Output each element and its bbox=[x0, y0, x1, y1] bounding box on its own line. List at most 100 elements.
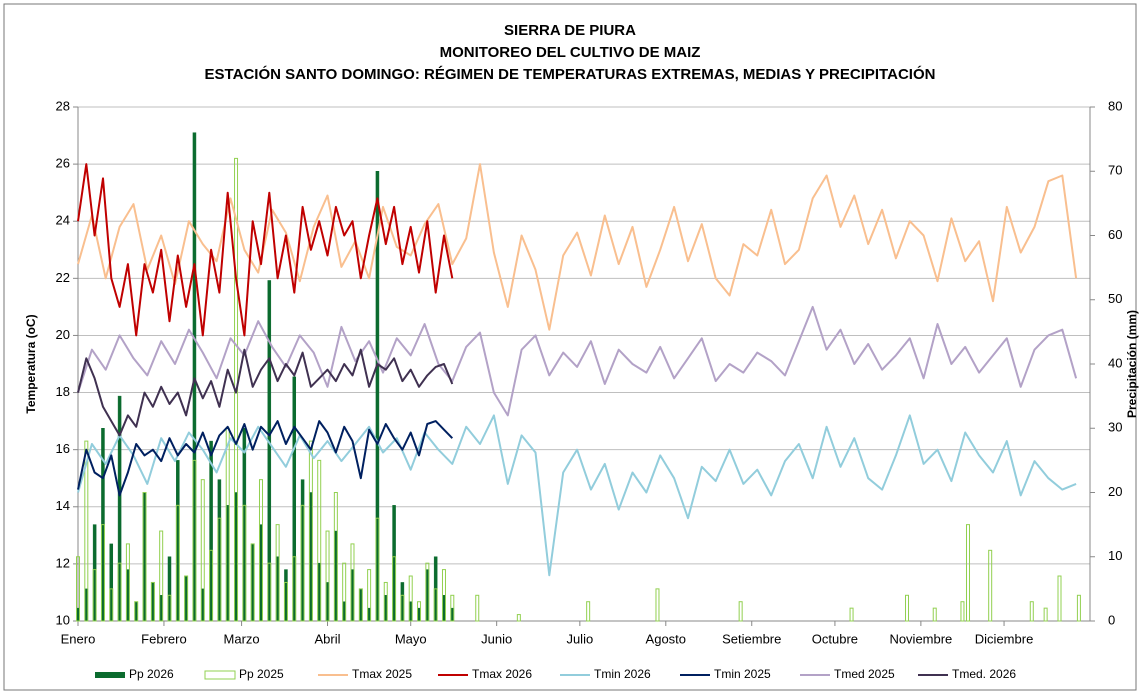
bar bbox=[586, 601, 591, 622]
bar bbox=[966, 524, 971, 622]
y-tick-label: 14 bbox=[56, 498, 70, 513]
legend-label: Tmin 2025 bbox=[714, 667, 771, 681]
bar bbox=[125, 543, 130, 622]
bar bbox=[84, 440, 89, 622]
chart-title: SIERRA DE PIURA bbox=[504, 22, 636, 39]
bar bbox=[849, 607, 854, 622]
bar bbox=[159, 530, 164, 622]
line bbox=[77, 414, 1077, 577]
bar bbox=[400, 594, 405, 622]
bar bbox=[242, 504, 247, 622]
line bbox=[77, 305, 1078, 417]
bar bbox=[738, 601, 743, 622]
bar bbox=[209, 549, 214, 622]
bar bbox=[250, 543, 255, 622]
legend-label: Tmax 2025 bbox=[352, 667, 412, 681]
chart-title: ESTACIÓN SANTO DOMINGO: RÉGIMEN DE TEMPE… bbox=[205, 65, 936, 83]
x-tick-label: Mayo bbox=[395, 631, 427, 646]
bar bbox=[258, 479, 263, 622]
x-tick-label: Marzo bbox=[224, 631, 260, 646]
bar bbox=[308, 440, 313, 622]
x-tick-label: Julio bbox=[566, 631, 593, 646]
bar bbox=[150, 581, 155, 622]
legend-label: Pp 2025 bbox=[239, 667, 284, 681]
line bbox=[77, 348, 454, 437]
bar bbox=[1057, 575, 1062, 622]
bar bbox=[333, 492, 338, 622]
line bbox=[77, 420, 454, 497]
x-tick-label: Diciembre bbox=[975, 631, 1034, 646]
legend-label: Tmed. 2026 bbox=[952, 667, 1016, 681]
bar bbox=[441, 569, 446, 622]
x-tick-label: Agosto bbox=[646, 631, 686, 646]
bar bbox=[433, 588, 438, 622]
bar bbox=[184, 575, 189, 622]
bar bbox=[1076, 594, 1081, 622]
y-tick-label: 22 bbox=[56, 270, 70, 285]
bar bbox=[275, 524, 280, 622]
x-tick-label: Abril bbox=[315, 631, 341, 646]
bar bbox=[358, 588, 363, 622]
bar bbox=[425, 562, 430, 622]
bar bbox=[92, 569, 97, 622]
y2-tick-label: 50 bbox=[1108, 291, 1122, 306]
legend-label: Tmax 2026 bbox=[472, 667, 532, 681]
x-tick-label: Octubre bbox=[812, 631, 858, 646]
y-axis-label: Temperatura (oC) bbox=[24, 314, 38, 413]
bar bbox=[1029, 601, 1034, 622]
bar bbox=[342, 562, 347, 622]
y2-axis-label: Precipitación (mm) bbox=[1125, 310, 1139, 418]
bar bbox=[167, 594, 172, 622]
y2-tick-label: 0 bbox=[1108, 612, 1115, 627]
bar bbox=[325, 530, 330, 622]
y2-tick-label: 80 bbox=[1108, 98, 1122, 113]
bar bbox=[292, 556, 297, 622]
bar bbox=[375, 517, 380, 622]
bar bbox=[655, 588, 660, 622]
bar bbox=[383, 581, 388, 622]
bar bbox=[175, 504, 180, 622]
line bbox=[77, 163, 1078, 331]
bar bbox=[283, 581, 288, 622]
bar bbox=[350, 543, 355, 622]
bar bbox=[417, 601, 422, 622]
y-tick-label: 28 bbox=[56, 98, 70, 113]
chart-title: MONITOREO DEL CULTIVO DE MAIZ bbox=[440, 44, 701, 61]
bar bbox=[450, 594, 455, 622]
x-tick-label: Noviembre bbox=[889, 631, 952, 646]
bar bbox=[475, 594, 480, 622]
x-tick-label: Setiembre bbox=[722, 631, 781, 646]
legend-swatch bbox=[204, 670, 236, 680]
legend-label: Tmin 2026 bbox=[594, 667, 651, 681]
bar bbox=[905, 594, 910, 622]
bar bbox=[960, 601, 965, 622]
bar bbox=[142, 492, 147, 622]
bar bbox=[392, 556, 397, 622]
bar bbox=[109, 588, 114, 622]
bar bbox=[134, 601, 139, 622]
y2-tick-label: 40 bbox=[1108, 355, 1122, 370]
bar bbox=[408, 575, 413, 622]
x-tick-label: Enero bbox=[61, 631, 96, 646]
y-tick-label: 18 bbox=[56, 384, 70, 399]
bar bbox=[76, 556, 80, 622]
y-tick-label: 10 bbox=[56, 612, 70, 627]
y-tick-label: 26 bbox=[56, 156, 70, 171]
bar bbox=[932, 607, 937, 622]
x-tick-label: Febrero bbox=[141, 631, 187, 646]
y2-tick-label: 70 bbox=[1108, 163, 1122, 178]
y2-tick-label: 10 bbox=[1108, 548, 1122, 563]
bar bbox=[117, 562, 122, 622]
bar bbox=[988, 549, 993, 622]
y2-tick-label: 60 bbox=[1108, 227, 1122, 242]
y-tick-label: 24 bbox=[56, 213, 70, 228]
bar bbox=[192, 459, 197, 622]
bar bbox=[217, 517, 222, 622]
legend-label: Tmed 2025 bbox=[834, 667, 895, 681]
bar bbox=[100, 524, 105, 622]
bar bbox=[300, 504, 305, 622]
bar bbox=[367, 569, 372, 622]
y-tick-label: 16 bbox=[56, 441, 70, 456]
y2-tick-label: 20 bbox=[1108, 484, 1122, 499]
